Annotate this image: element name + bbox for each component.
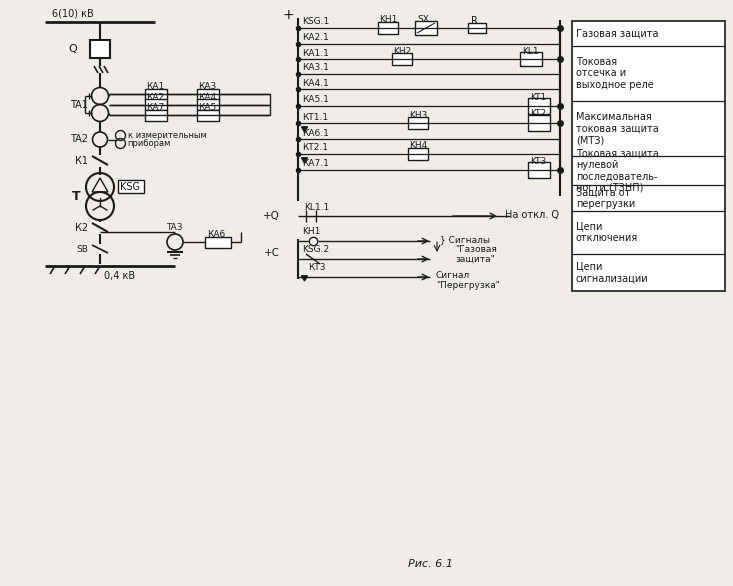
- Text: Газовая защита: Газовая защита: [576, 29, 658, 39]
- Bar: [572, 21, 725, 291]
- Bar: [145, 88, 167, 100]
- Text: KL1.1: KL1.1: [304, 203, 329, 212]
- Text: T: T: [71, 190, 80, 203]
- Bar: [118, 180, 144, 193]
- Bar: [145, 110, 167, 121]
- Text: KSG.1: KSG.1: [302, 18, 329, 26]
- Text: Токовая
отсечка и
выходное реле: Токовая отсечка и выходное реле: [576, 57, 654, 90]
- Text: KSG.2: KSG.2: [302, 246, 329, 254]
- Text: "Перегрузка": "Перегрузка": [436, 281, 500, 289]
- Bar: [145, 99, 167, 110]
- Bar: [205, 237, 231, 247]
- Bar: [392, 53, 412, 65]
- Text: Токовая защита
нулевой
последователь-
ности (ТЗНП): Токовая защита нулевой последователь- но…: [576, 148, 659, 193]
- Text: КА4.1: КА4.1: [302, 79, 328, 87]
- Text: КА7.1: КА7.1: [302, 159, 329, 169]
- Text: КА5: КА5: [198, 103, 216, 112]
- Text: KH2: KH2: [393, 46, 411, 56]
- Text: Q: Q: [68, 44, 77, 54]
- Text: КА1.1: КА1.1: [302, 49, 329, 57]
- Text: Рис. 6.1: Рис. 6.1: [408, 559, 452, 569]
- Bar: [197, 99, 219, 110]
- Text: КА4: КА4: [198, 93, 216, 101]
- Text: KSG: KSG: [120, 182, 140, 192]
- Text: TA3: TA3: [166, 223, 183, 233]
- Text: +Q: +Q: [263, 211, 280, 221]
- Text: +: +: [282, 8, 294, 22]
- Text: Сигнал: Сигнал: [436, 271, 471, 280]
- Bar: [408, 117, 428, 129]
- Text: "Газовая: "Газовая: [455, 244, 497, 254]
- Bar: [528, 115, 550, 131]
- Text: KH4: KH4: [409, 141, 427, 151]
- Text: КА3: КА3: [198, 82, 216, 91]
- Text: приборам: приборам: [128, 139, 171, 148]
- Text: к измерительным: к измерительным: [128, 131, 206, 140]
- Bar: [528, 98, 550, 114]
- Bar: [415, 21, 437, 35]
- Text: TA2: TA2: [70, 135, 88, 145]
- Text: 6(10) кВ: 6(10) кВ: [52, 8, 94, 18]
- Bar: [408, 148, 428, 160]
- Text: } Сигналы: } Сигналы: [440, 236, 490, 244]
- Bar: [468, 23, 486, 33]
- Bar: [197, 88, 219, 100]
- Text: Цепи
сигнализации: Цепи сигнализации: [576, 262, 649, 283]
- Text: TA1: TA1: [70, 100, 88, 110]
- Bar: [197, 110, 219, 121]
- Text: КТ1.1: КТ1.1: [302, 113, 328, 121]
- Text: К1: К1: [75, 156, 88, 166]
- Text: 0,4 кВ: 0,4 кВ: [104, 271, 135, 281]
- Text: KL1: KL1: [522, 46, 539, 56]
- Bar: [528, 162, 550, 178]
- Text: КА6.1: КА6.1: [302, 128, 329, 138]
- Text: КА6: КА6: [207, 230, 225, 239]
- Text: KT1: KT1: [530, 93, 546, 101]
- Text: КА1: КА1: [146, 82, 164, 91]
- Text: КА7: КА7: [146, 103, 164, 112]
- Text: КТ3: КТ3: [308, 264, 325, 272]
- Text: SB: SB: [76, 246, 88, 254]
- Text: КА2: КА2: [146, 93, 164, 101]
- Text: KT3: KT3: [530, 156, 546, 165]
- Text: КА3.1: КА3.1: [302, 63, 329, 73]
- Text: КА5.1: КА5.1: [302, 96, 329, 104]
- Text: +C: +C: [264, 248, 280, 258]
- Text: Защита от
перегрузки: Защита от перегрузки: [576, 187, 636, 209]
- Bar: [378, 22, 398, 34]
- Text: защита": защита": [455, 254, 495, 264]
- Text: KH3: KH3: [409, 111, 427, 120]
- Bar: [90, 40, 110, 58]
- Text: KT2: KT2: [530, 110, 546, 118]
- Text: KH1: KH1: [302, 227, 320, 237]
- Text: Максимальная
токовая защита
(МТЗ): Максимальная токовая защита (МТЗ): [576, 112, 659, 145]
- Bar: [520, 52, 542, 66]
- Text: КА2.1: КА2.1: [302, 33, 328, 43]
- Text: К2: К2: [75, 223, 88, 233]
- Text: Цепи
отключения: Цепи отключения: [576, 222, 638, 243]
- Text: SX: SX: [417, 15, 429, 25]
- Text: R: R: [471, 16, 478, 26]
- Text: КТ2.1: КТ2.1: [302, 144, 328, 152]
- Text: На откл. Q: На откл. Q: [505, 210, 559, 220]
- Text: KH1: KH1: [379, 15, 397, 25]
